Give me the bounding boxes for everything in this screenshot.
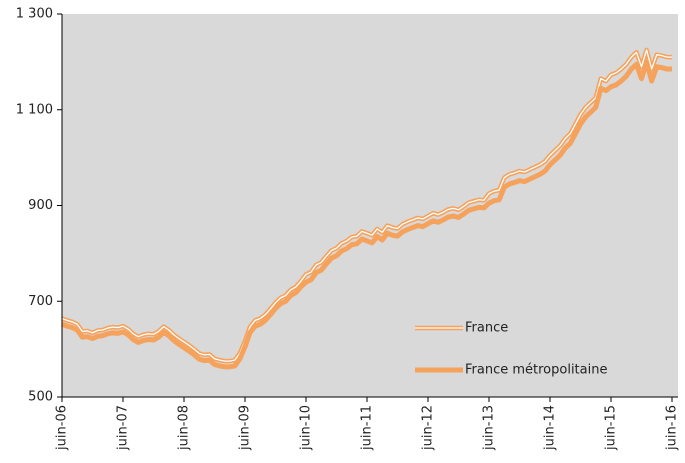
x-tick-label: juin-11 <box>360 405 375 451</box>
series-line-inner <box>61 49 672 362</box>
x-tick-label: juin-06 <box>55 405 70 451</box>
x-tick-label: juin-10 <box>299 405 314 451</box>
x-tick-label: juin-09 <box>238 405 253 451</box>
y-tick-label: 1 300 <box>16 7 53 22</box>
legend-label: France métropolitaine <box>465 363 607 378</box>
x-tick-label: juin-07 <box>116 405 131 451</box>
x-tick-label: juin-13 <box>482 405 497 451</box>
x-tick-label: juin-15 <box>604 405 619 451</box>
legend-label: France <box>465 321 508 336</box>
y-tick-label: 1 100 <box>16 102 53 117</box>
series-line <box>61 59 672 370</box>
y-tick-label: 500 <box>28 390 53 405</box>
x-tick-label: juin-08 <box>177 405 192 451</box>
x-tick-label: juin-12 <box>421 405 436 451</box>
x-tick-label: juin-16 <box>665 405 680 451</box>
x-tick-label: juin-14 <box>543 405 558 451</box>
y-tick-label: 900 <box>28 198 53 213</box>
y-tick-label: 700 <box>28 294 53 309</box>
